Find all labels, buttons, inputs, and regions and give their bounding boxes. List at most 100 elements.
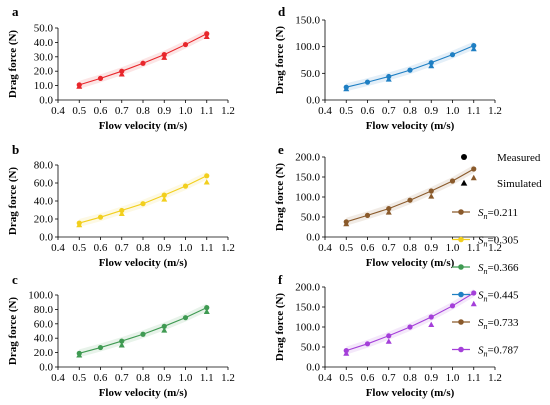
x-tick-label: 0.8 [403,105,417,117]
measured-point [97,75,104,81]
simulated-point [118,71,125,77]
y-axis-label: Drag force (N) [274,293,286,362]
legend-series-label: Sn=0.211 [478,207,518,221]
y-tick-label: 100.0 [295,41,320,53]
measured-point [386,333,392,339]
measured-point [364,341,371,347]
simulated-point [428,62,435,69]
y-tick-label: 0.0 [39,362,53,374]
x-tick-label: 0.4 [318,105,332,117]
x-tick-label: 0.5 [339,242,353,254]
measured-point [204,305,210,311]
y-tick-label: 100.0 [28,290,53,302]
x-tick-label: 0.7 [115,372,129,384]
x-tick-label: 0.5 [72,242,86,254]
measured-point [182,315,189,321]
y-axis-label: Drag force (N) [7,30,19,99]
x-axis-label: Flow velocity (m/s) [366,120,455,132]
measured-point [119,207,125,214]
panel-label: f [278,272,283,287]
y-tick-label: 100.0 [295,322,320,334]
x-tick-label: 0.7 [382,105,396,117]
y-tick-label: 100.0 [295,192,320,204]
simulated-point [470,300,477,307]
confidence-band [346,165,474,226]
x-axis-label: Flow velocity (m/s) [366,257,455,269]
y-tick-label: 30.0 [34,51,54,63]
panel-label: c [12,272,18,287]
measured-point [428,60,434,66]
simulated-point [343,350,350,356]
y-axis-label: Drag force (N) [7,167,19,236]
simulated-point [470,45,477,52]
x-axis-label: Flow velocity (m/s) [366,387,455,399]
x-tick-label: 1.0 [446,242,460,254]
y-tick-label: 50.0 [301,68,321,80]
x-tick-label: 0.9 [424,105,438,117]
chart-panel-b: 0.0 20.0 40.0 60.0 80.0 0.4 0.5 0.6 0.7 0.8 0.9 1.0… [7,142,235,269]
simulated-point [118,210,125,216]
legend-marker-label: Measured [497,152,541,164]
measured-point [428,314,434,320]
x-tick-label: 0.4 [51,105,65,117]
y-tick-label: 150.0 [295,302,320,314]
y-tick-label: 40.0 [34,37,54,49]
x-tick-label: 0.6 [94,372,108,384]
measured-point [182,183,189,189]
measured-point [364,79,371,85]
chart-panel-d: 0.0 50.0 100.0 150.0 0.4 0.5 0.6 0.7 0.8 0.9 1.0 1.… [274,4,502,132]
x-tick-label: 0.9 [157,242,171,254]
measured-point [161,323,167,329]
x-tick-label: 1.0 [446,105,460,117]
x-tick-label: 1.1 [200,372,214,384]
x-tick-label: 1.0 [179,372,193,384]
measured-point [386,206,392,212]
x-tick-label: 1.0 [446,372,460,384]
simulated-point [203,33,210,40]
chart-panel-f: 0.0 50.0 100.0 150.0 200.0 0.4 0.5 0.6 0.7 0.8 0.9… [274,272,502,399]
y-tick-label: 20.0 [34,214,54,226]
simulated-point [385,338,392,344]
simulated-point [343,220,350,227]
simulated-point [385,209,392,215]
confidence-band [79,29,207,89]
x-tick-label: 0.9 [424,372,438,384]
x-tick-label: 0.7 [115,105,129,117]
measured-point [97,344,104,351]
measured-point [407,197,413,203]
y-tick-label: 40.0 [34,333,54,345]
y-tick-label: 60.0 [34,178,54,190]
simulated-point [118,342,125,348]
measured-point [471,43,477,49]
measured-point [140,331,146,337]
simulated-point [470,174,477,181]
x-axis-label: Flow velocity (m/s) [99,257,188,269]
x-tick-label: 0.5 [72,372,86,384]
measured-point [140,60,146,66]
confidence-band [79,171,207,228]
x-tick-label: 0.6 [361,242,375,254]
y-tick-label: 0.0 [306,232,320,244]
legend: Measured Simulated Sn=0.211 Sn=0.305 Sn=0.36… [452,152,542,359]
x-tick-label: 0.7 [115,242,129,254]
panel-label: a [12,4,19,19]
x-tick-label: 0.4 [318,372,332,384]
legend-series-marker [458,209,464,215]
confidence-band [79,303,207,358]
y-tick-label: 10.0 [34,80,54,92]
y-tick-label: 20.0 [34,347,54,359]
x-tick-label: 0.9 [424,242,438,254]
chart-panel-c: 0.0 20.0 40.0 60.0 80.0 100.0 0.4 0.5 0.6 0.7 0.8 0… [7,272,235,399]
legend-series-label: Sn=0.366 [478,262,519,276]
y-axis-label: Drag force (N) [7,297,19,366]
measured-point [471,290,477,296]
x-tick-label: 0.9 [157,372,171,384]
x-axis-label: Flow velocity (m/s) [99,120,188,132]
x-tick-label: 1.0 [179,242,193,254]
y-tick-label: 0.0 [306,95,320,107]
x-tick-label: 1.1 [200,105,214,117]
x-tick-label: 1.2 [221,372,235,384]
x-tick-label: 0.4 [318,242,332,254]
x-tick-label: 0.5 [72,105,86,117]
measured-point [161,192,167,198]
